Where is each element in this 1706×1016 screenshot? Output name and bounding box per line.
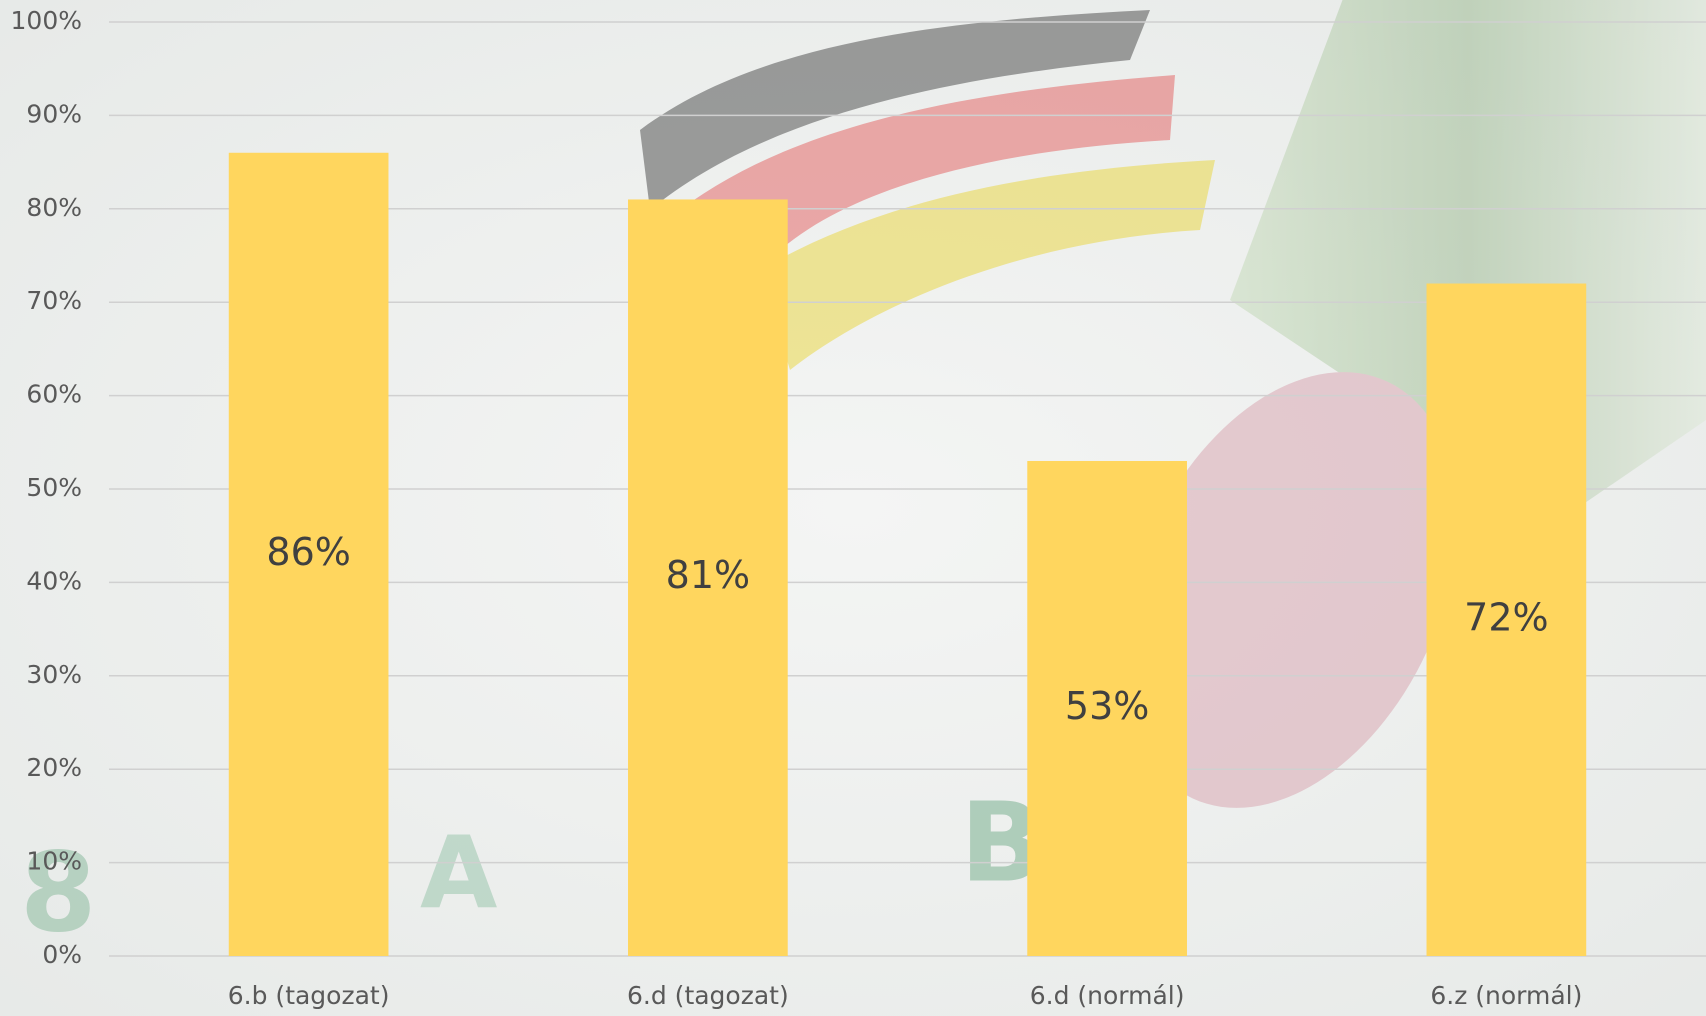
data-label: 53% [1065,684,1149,728]
y-tick-label: 80% [26,193,82,222]
bar [1027,460,1187,956]
y-tick-label: 10% [26,847,82,876]
data-label: 81% [666,553,750,597]
svg-text:A: A [420,814,497,931]
y-tick-label: 60% [26,380,82,409]
svg-text:8: 8 [20,828,97,956]
data-label: 72% [1464,595,1548,639]
y-tick-label: 50% [26,473,82,502]
x-tick-label: 6.z (normál) [1430,981,1582,1010]
x-tick-label: 6.b (tagozat) [228,981,390,1010]
y-tick-label: 70% [26,286,82,315]
data-label: 86% [266,530,350,574]
y-tick-label: 20% [26,753,82,782]
y-tick-label: 90% [26,99,82,128]
y-tick-label: 40% [26,566,82,595]
bar [1426,283,1587,956]
bar [228,152,389,956]
y-tick-label: 30% [26,660,82,689]
x-tick-label: 6.d (normál) [1030,981,1185,1010]
bar [628,199,788,956]
y-tick-label: 100% [11,6,82,35]
x-tick-label: 6.d (tagozat) [627,981,789,1010]
y-tick-label: 0% [42,940,82,969]
background-decoration: B A 8 [20,0,1706,956]
